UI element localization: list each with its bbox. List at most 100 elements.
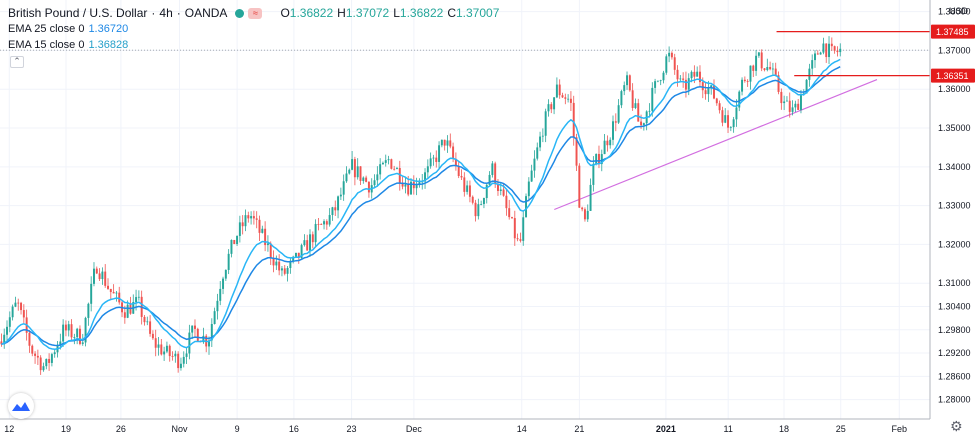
settings-gear-icon[interactable]: ⚙ xyxy=(950,418,963,434)
candle-body xyxy=(236,235,239,245)
candle-body xyxy=(93,268,95,284)
candle-body xyxy=(283,268,286,274)
candle-body xyxy=(393,168,396,170)
candle-body xyxy=(698,71,701,83)
candle-body xyxy=(42,366,45,371)
candle-body xyxy=(381,162,384,165)
legend-collapse-button[interactable]: ⌃ xyxy=(10,56,24,68)
candle-body xyxy=(353,159,356,178)
candle-body xyxy=(261,228,264,233)
candle-body xyxy=(323,221,326,225)
candle-body xyxy=(194,325,196,329)
candle-body xyxy=(825,43,828,58)
candle-body xyxy=(87,303,90,318)
currency-label: USD xyxy=(949,6,969,16)
candle-body xyxy=(595,153,598,164)
candle-body xyxy=(292,256,295,261)
candle-body xyxy=(499,189,502,191)
candle-body xyxy=(496,184,499,191)
candle-body xyxy=(516,238,519,240)
y-tick-label: 1.36000 xyxy=(938,84,971,94)
candle-body xyxy=(791,107,794,112)
candle-body xyxy=(230,239,233,254)
candle-body xyxy=(522,217,525,241)
candle-body xyxy=(90,283,93,304)
legend-title-row: British Pound / U.S. Dollar · 4h · OANDA… xyxy=(8,6,500,20)
candle-body xyxy=(670,52,673,58)
candle-body xyxy=(468,185,471,197)
candle-body xyxy=(704,90,707,95)
candle-body xyxy=(359,166,362,181)
ema25-value: 1.36720 xyxy=(88,23,129,35)
candle-body xyxy=(95,268,98,274)
candle-body xyxy=(783,101,786,104)
candle-body xyxy=(696,71,699,77)
level-tag-label: 1.37485 xyxy=(936,27,969,37)
candle-body xyxy=(746,81,749,82)
candle-body xyxy=(143,316,146,323)
candle-body xyxy=(387,159,390,161)
x-tick-label: 2021 xyxy=(656,424,676,434)
candle-body xyxy=(123,312,126,318)
candle-body xyxy=(457,166,460,176)
candle-body xyxy=(449,140,452,147)
y-tick-label: 1.29800 xyxy=(938,325,971,335)
candle-body xyxy=(50,354,53,363)
candle-body xyxy=(640,121,643,126)
candle-body xyxy=(482,198,485,205)
candle-body xyxy=(676,69,679,80)
candle-body xyxy=(247,215,250,219)
candle-body xyxy=(294,252,297,257)
candle-body xyxy=(463,177,466,192)
candle-body xyxy=(334,207,337,211)
legend-ema25-row[interactable]: EMA 25 close 0 1.36720 xyxy=(8,21,499,37)
candle-body xyxy=(763,68,766,71)
candle-body xyxy=(673,57,676,70)
candle-body xyxy=(31,345,34,354)
candle-body xyxy=(17,302,20,304)
tradingview-logo-icon[interactable] xyxy=(8,393,34,419)
ema15-value: 1.36828 xyxy=(88,39,129,51)
candle-body xyxy=(466,185,469,192)
candle-body xyxy=(477,204,480,217)
candle-body xyxy=(553,97,556,110)
candle-body xyxy=(28,332,31,346)
candle-body xyxy=(830,43,833,47)
candle-body xyxy=(81,342,84,344)
candle-body xyxy=(628,75,631,91)
candle-body xyxy=(438,145,441,162)
candle-body xyxy=(311,234,314,243)
legend-high: H1.37072 xyxy=(337,6,390,20)
legend-exchange: OANDA xyxy=(184,6,228,20)
wave-status-icon: ≈ xyxy=(248,7,263,19)
x-tick-label: 16 xyxy=(289,424,299,434)
legend-interval[interactable]: 4h xyxy=(159,6,173,20)
y-tick-label: 1.29200 xyxy=(938,348,971,358)
candle-body xyxy=(168,345,171,357)
candle-body xyxy=(452,146,455,159)
candle-body xyxy=(398,167,401,184)
candle-body xyxy=(769,66,772,70)
candle-body xyxy=(816,53,819,55)
candle-body xyxy=(525,196,528,218)
candle-body xyxy=(581,207,584,210)
candle-body xyxy=(22,310,25,318)
candle-body xyxy=(191,325,194,333)
candle-body xyxy=(146,321,149,323)
candle-body xyxy=(238,222,241,236)
horizontal-levels-layer: 1.37485 1.36351 xyxy=(776,24,975,83)
legend-ema15-row[interactable]: EMA 15 close 0 1.36828 xyxy=(8,37,499,53)
legend-symbol[interactable]: British Pound / U.S. Dollar xyxy=(8,6,148,20)
support-trendline xyxy=(554,78,878,211)
candle-body xyxy=(137,296,140,298)
candle-body xyxy=(154,338,157,348)
level-tag xyxy=(931,68,975,83)
candle-body xyxy=(612,121,614,140)
candle-body xyxy=(819,52,822,55)
support-trendline-layer xyxy=(554,78,878,211)
candle-body xyxy=(135,297,138,303)
candle-body xyxy=(530,170,533,182)
candle-body xyxy=(367,181,370,193)
legend-open: O1.36822 xyxy=(280,6,334,20)
